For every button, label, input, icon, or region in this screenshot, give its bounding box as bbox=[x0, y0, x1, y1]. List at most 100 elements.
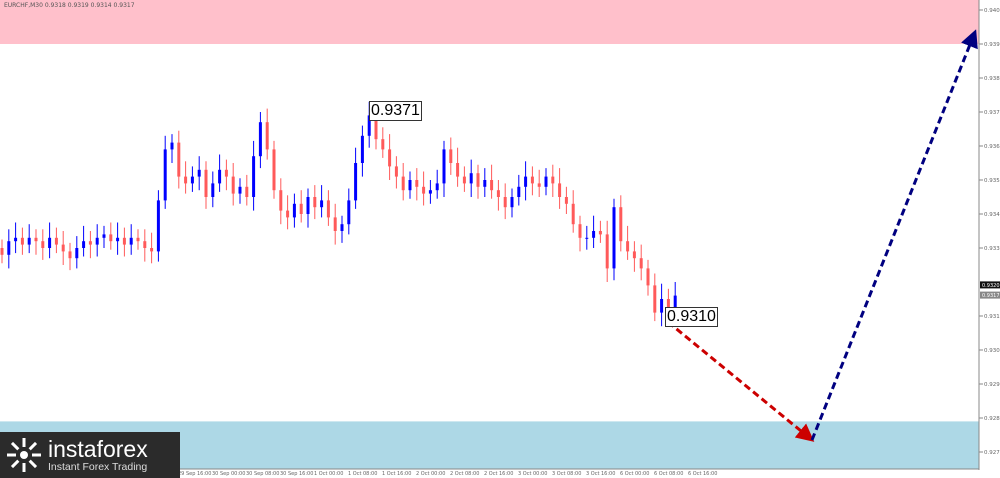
candle-body bbox=[612, 207, 616, 269]
candle-body bbox=[292, 203, 296, 218]
y-tick-label: 0.9361 bbox=[984, 144, 1000, 150]
candle-body bbox=[238, 186, 242, 194]
candle-body bbox=[422, 186, 426, 194]
candle-body bbox=[88, 241, 92, 245]
y-tick-label: 0.9341 bbox=[984, 212, 1000, 218]
y-tick-label: 0.9391 bbox=[984, 42, 1000, 48]
low-price-label: 0.9310 bbox=[665, 307, 718, 327]
candle-body bbox=[156, 200, 160, 252]
current-price-badge bbox=[980, 291, 1000, 299]
candle-body bbox=[129, 237, 133, 245]
candle-body bbox=[619, 207, 623, 242]
candle-body bbox=[143, 241, 147, 248]
candle-body bbox=[435, 183, 439, 191]
y-tick-label: 0.9291 bbox=[984, 382, 1000, 388]
candle-body bbox=[449, 149, 453, 163]
current-price-label: 0.9320 bbox=[982, 283, 1000, 289]
x-tick-label: 30 Sep 16:00 bbox=[280, 471, 313, 477]
candle-body bbox=[313, 197, 317, 208]
candle-body bbox=[510, 197, 514, 208]
candle-body bbox=[0, 248, 4, 255]
candle-body bbox=[483, 180, 487, 187]
candle-body bbox=[476, 173, 480, 187]
candle-body bbox=[333, 217, 337, 231]
candle-body bbox=[388, 149, 392, 167]
candle-body bbox=[197, 169, 201, 177]
candle-body bbox=[354, 163, 358, 201]
x-tick-label: 2 Oct 00:00 bbox=[416, 471, 445, 477]
candle-body bbox=[299, 203, 303, 214]
candle-body bbox=[598, 231, 602, 235]
candle-body bbox=[54, 237, 58, 245]
candle-body bbox=[360, 135, 364, 163]
x-tick-label: 3 Oct 16:00 bbox=[586, 471, 615, 477]
y-tick-label: 0.9331 bbox=[984, 246, 1000, 252]
candle-body bbox=[258, 122, 262, 157]
candle-body bbox=[551, 176, 555, 184]
candle-body bbox=[626, 241, 630, 252]
x-tick-label: 29 Sep 16:00 bbox=[178, 471, 211, 477]
y-tick-label: 0.9381 bbox=[984, 76, 1000, 82]
candle-body bbox=[592, 231, 596, 238]
candle-body bbox=[456, 163, 460, 177]
candle-body bbox=[530, 176, 534, 184]
candle-body bbox=[571, 203, 575, 225]
candle-body bbox=[68, 251, 72, 259]
candle-body bbox=[408, 180, 412, 191]
candle-body bbox=[204, 169, 208, 197]
candle-body bbox=[102, 234, 106, 238]
candle-body bbox=[122, 237, 126, 245]
candle-body bbox=[381, 139, 385, 150]
candle-body bbox=[558, 183, 562, 197]
y-tick-label: 0.9311 bbox=[984, 314, 1000, 320]
candle-body bbox=[469, 173, 473, 184]
candle-body bbox=[61, 244, 65, 252]
candle-body bbox=[490, 180, 494, 191]
high-price-label: 0.9371 bbox=[369, 101, 422, 121]
candle-body bbox=[544, 176, 548, 187]
candle-body bbox=[116, 237, 120, 242]
candle-body bbox=[224, 169, 228, 177]
candle-body bbox=[496, 190, 500, 197]
candle-body bbox=[660, 299, 664, 313]
candle-body bbox=[517, 186, 521, 197]
y-tick-label: 0.9401 bbox=[984, 8, 1000, 14]
candle-body bbox=[136, 237, 140, 242]
symbol-info: EURCHF,M30 0.9318 0.9319 0.9314 0.9317 bbox=[4, 2, 135, 9]
candle-body bbox=[537, 183, 541, 187]
candle-body bbox=[442, 149, 446, 184]
candle-body bbox=[578, 224, 582, 238]
candle-body bbox=[109, 234, 113, 242]
candle-body bbox=[150, 248, 154, 252]
candle-body bbox=[666, 299, 670, 310]
candle-body bbox=[82, 241, 86, 248]
candle-body bbox=[564, 197, 568, 204]
x-tick-label: 30 Sep 00:00 bbox=[212, 471, 245, 477]
x-tick-label: 3 Oct 08:00 bbox=[552, 471, 581, 477]
candle-body bbox=[14, 237, 18, 242]
candle-body bbox=[95, 237, 99, 245]
candle-body bbox=[265, 122, 269, 150]
x-tick-label: 6 Oct 08:00 bbox=[654, 471, 683, 477]
current-price-badge bbox=[980, 281, 1000, 289]
candle-body bbox=[653, 285, 657, 313]
x-tick-label: 2 Oct 08:00 bbox=[450, 471, 479, 477]
x-tick-label: 1 Oct 00:00 bbox=[314, 471, 343, 477]
logo-name: instaforex bbox=[48, 436, 148, 462]
x-tick-label: 2 Oct 16:00 bbox=[484, 471, 513, 477]
logo-tagline: Instant Forex Trading bbox=[48, 461, 148, 473]
candle-body bbox=[340, 224, 344, 231]
candle-body bbox=[320, 200, 324, 208]
current-price-label: 0.9317 bbox=[982, 293, 1000, 299]
candle-body bbox=[306, 197, 310, 214]
candle-body bbox=[7, 241, 11, 255]
resistance-zone bbox=[0, 0, 979, 44]
candle-body bbox=[639, 258, 643, 269]
candle-body bbox=[524, 176, 528, 187]
candle-body bbox=[245, 186, 249, 197]
y-tick-label: 0.9301 bbox=[984, 348, 1000, 354]
candle-body bbox=[279, 190, 283, 211]
x-tick-label: 6 Oct 16:00 bbox=[688, 471, 717, 477]
candle-body bbox=[462, 176, 466, 184]
